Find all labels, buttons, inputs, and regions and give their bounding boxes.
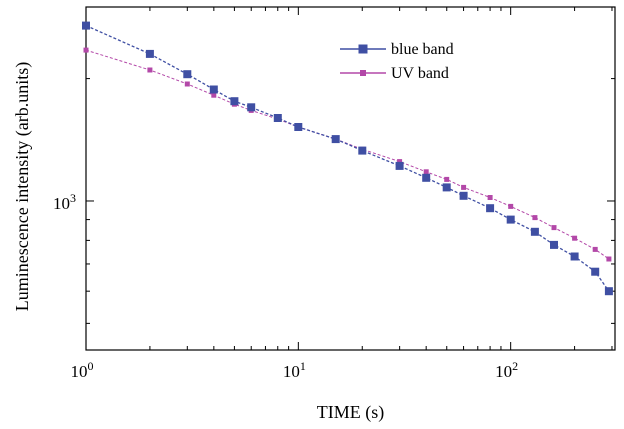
uv-band-point xyxy=(461,184,467,190)
blue-band-point xyxy=(442,183,451,192)
blue-band-point xyxy=(550,240,558,249)
blue-band-point xyxy=(230,97,239,106)
legend-marker xyxy=(358,44,368,54)
blue-band-point xyxy=(604,287,613,296)
blue-band-point xyxy=(331,135,340,144)
blue-band-point xyxy=(530,227,539,236)
uv-band-point xyxy=(397,159,403,165)
blue-band-point xyxy=(570,252,579,261)
uv-band-point xyxy=(592,246,598,252)
legend-label: UV band xyxy=(391,65,449,82)
y-axis-title: Luminescence intensity (arb.units) xyxy=(12,62,33,311)
blue-band-point xyxy=(459,191,468,200)
legend-item-uv-band: UV band xyxy=(340,65,449,82)
blue-band-point xyxy=(183,70,192,79)
plot-border xyxy=(85,6,616,351)
blue-band-point xyxy=(358,146,367,155)
uv-band-point xyxy=(508,203,514,209)
uv-band-point xyxy=(551,225,557,231)
x-tick-label: 100 xyxy=(71,359,94,381)
y-axis-ticks: 103 xyxy=(53,6,615,324)
blue-band-series xyxy=(82,21,613,296)
blue-band-point xyxy=(506,215,515,224)
uv-band-point xyxy=(83,47,89,53)
uv-band-point xyxy=(606,256,612,262)
x-axis-ticks: 100 101 102 xyxy=(71,7,613,381)
uv-band-point xyxy=(184,81,190,87)
x-axis-title: TIME (s) xyxy=(317,402,384,423)
blue-band-point xyxy=(209,85,218,94)
legend-item-blue-band: blue band xyxy=(340,41,454,58)
blue-band-line xyxy=(85,25,610,292)
uv-band-point xyxy=(532,215,538,221)
x-tick-label: 101 xyxy=(283,359,306,381)
blue-band-point xyxy=(591,267,600,276)
uv-band-point xyxy=(423,169,429,175)
y-tick-label: 103 xyxy=(53,191,76,213)
blue-band-point xyxy=(82,21,90,30)
blue-band-point xyxy=(422,173,431,182)
uv-band-point xyxy=(487,195,493,200)
legend-marker xyxy=(360,70,366,76)
uv-band-point xyxy=(211,92,217,98)
legend: blue band UV band xyxy=(340,41,454,82)
plot-frame xyxy=(85,6,616,351)
legend-label: blue band xyxy=(391,41,454,58)
blue-band-point xyxy=(395,161,404,170)
blue-band-point xyxy=(273,114,282,122)
uv-band-point xyxy=(147,67,153,73)
uv-band-point xyxy=(572,235,578,241)
uv-band-line xyxy=(85,49,610,260)
series-layer xyxy=(82,21,613,296)
x-tick-label: 102 xyxy=(495,359,518,381)
blue-band-point xyxy=(486,204,495,213)
blue-band-point xyxy=(145,49,154,58)
blue-band-point xyxy=(294,123,303,131)
blue-band-point xyxy=(247,103,256,112)
uv-band-point xyxy=(444,176,450,182)
